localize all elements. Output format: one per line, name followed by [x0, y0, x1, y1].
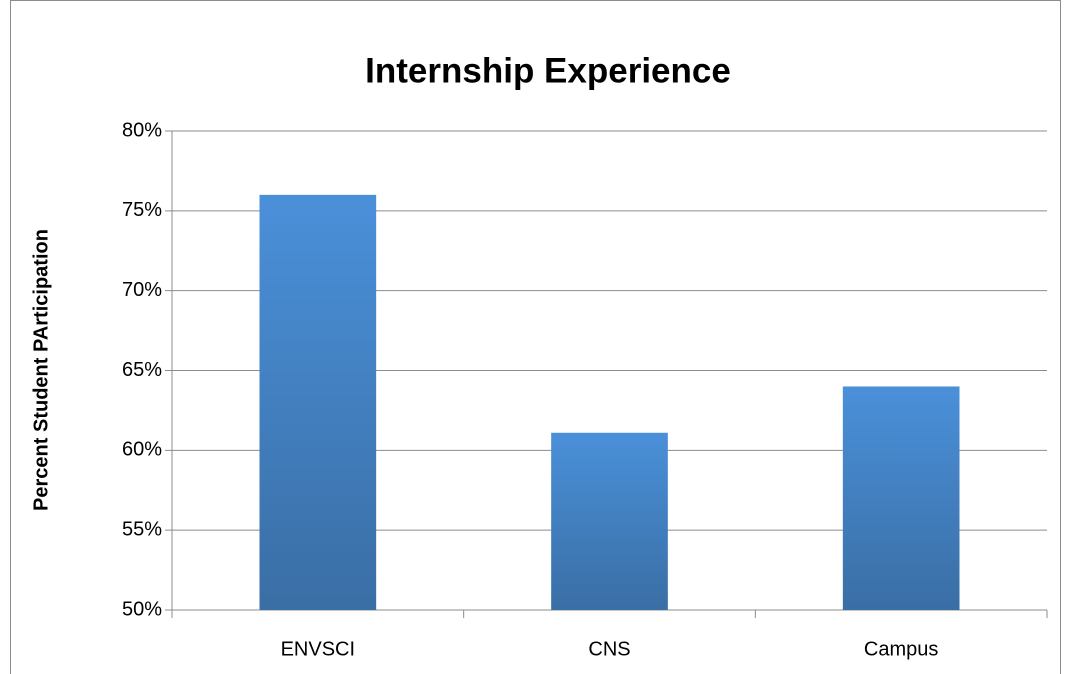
x-tick-label: CNS	[588, 638, 630, 660]
y-tick-label: 75%	[122, 199, 162, 221]
y-tick-label: 65%	[122, 359, 162, 381]
y-axis-label: Percent Student PArticipation	[30, 229, 52, 511]
y-tick-label: 60%	[122, 439, 162, 461]
bar	[551, 432, 668, 610]
y-tick-label: 55%	[122, 518, 162, 540]
chart-border	[10, 0, 1061, 674]
x-tick-label: ENVSCI	[281, 638, 355, 660]
y-tick-label: 70%	[122, 279, 162, 301]
y-tick-label: 50%	[122, 598, 162, 620]
bar	[259, 194, 377, 610]
x-tick-label: Campus	[864, 638, 938, 660]
chart-title: Internship Experience	[365, 51, 731, 90]
y-tick-label: 80%	[122, 119, 162, 141]
bar	[842, 386, 960, 610]
